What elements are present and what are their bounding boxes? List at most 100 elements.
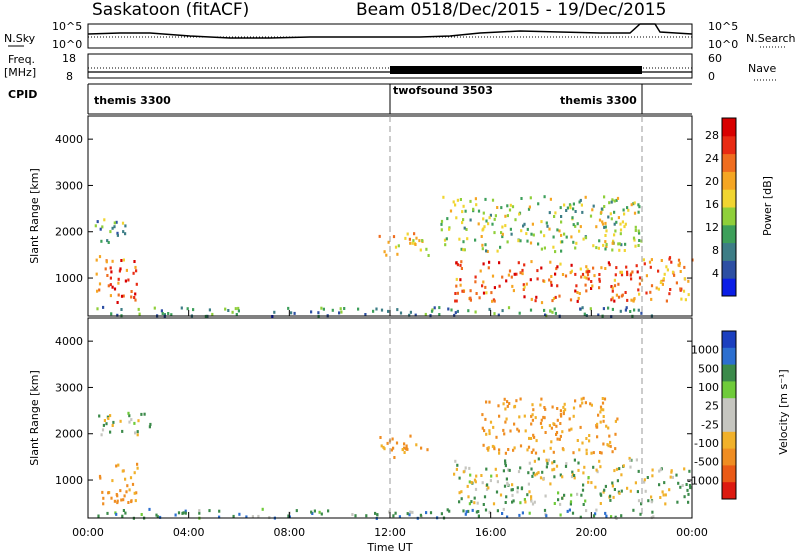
velocity-cell — [513, 404, 517, 408]
cpid-panel: CPID themis 3300 twofsound 3503 themis 3… — [8, 83, 692, 115]
velocity-cell — [544, 494, 547, 498]
power-cell — [482, 217, 485, 221]
velocity-colorbar-swatch — [722, 415, 736, 433]
velocity-cell — [618, 467, 621, 471]
power-cell — [574, 289, 577, 293]
velocity-cell — [198, 509, 201, 513]
power-cell — [625, 265, 628, 269]
velocity-cell — [495, 490, 499, 494]
velocity-cell — [519, 444, 523, 448]
power-cell — [109, 230, 112, 234]
power-cell — [414, 313, 417, 317]
velocity-cell — [446, 508, 449, 512]
velocity-cell — [521, 511, 524, 515]
power-cell — [611, 198, 614, 202]
velocity-cell — [504, 461, 507, 465]
velocity-cell — [488, 432, 491, 436]
power-cell — [100, 239, 103, 243]
velocity-cell — [614, 432, 617, 436]
velocity-cell — [140, 412, 143, 416]
power-cell — [569, 206, 572, 210]
power-cell — [629, 273, 632, 277]
power-cell — [452, 200, 455, 204]
power-cell — [611, 289, 614, 293]
velocity-cell — [581, 401, 584, 405]
power-cell — [545, 221, 548, 225]
power-cell — [526, 239, 529, 243]
power-cell — [619, 222, 622, 226]
velocity-cell — [583, 465, 586, 469]
velocity-cell — [601, 397, 604, 400]
power-cell — [456, 198, 459, 202]
velocity-cell — [606, 443, 609, 447]
power-cell — [610, 217, 613, 221]
velocity-cell — [129, 476, 133, 480]
velocity-cell — [585, 448, 588, 452]
velocity-cell — [531, 474, 534, 478]
velocity-cell — [636, 490, 639, 494]
velocity-cell — [608, 434, 611, 438]
power-cell — [577, 296, 580, 300]
velocity-cell — [559, 409, 562, 413]
velocity-cell — [679, 485, 682, 489]
velocity-cell — [530, 467, 533, 471]
power-cell — [234, 307, 237, 311]
power-cell — [569, 271, 572, 275]
velocity-cell — [595, 425, 598, 429]
power-cell — [517, 239, 520, 243]
velocity-cell — [600, 451, 603, 455]
power-cell — [99, 227, 102, 231]
velocity-cell — [599, 410, 602, 414]
x-tick-label: 16:00 — [475, 526, 507, 539]
velocity-cell — [568, 428, 571, 432]
power-cell — [617, 216, 620, 220]
power-cell — [552, 297, 556, 300]
power-cell — [650, 297, 653, 301]
velocity-cell — [502, 402, 505, 406]
velocity-cell — [492, 425, 495, 429]
power-cell — [474, 238, 477, 242]
velocity-cell — [143, 412, 146, 416]
power-cell — [572, 240, 575, 244]
velocity-cell — [510, 488, 513, 492]
power-cell — [485, 219, 488, 223]
velocity-cell — [688, 484, 692, 487]
power-cell — [638, 282, 641, 286]
power-cell — [122, 294, 125, 298]
velocity-cell — [543, 406, 546, 409]
power-cell — [467, 309, 470, 313]
power-cell — [517, 261, 520, 265]
power-cell — [607, 306, 610, 310]
velocity-cell — [651, 510, 654, 514]
velocity-colorbar-swatch — [722, 381, 736, 399]
velocity-cell — [488, 429, 491, 433]
power-cell — [482, 280, 485, 284]
velocity-cell — [595, 508, 598, 512]
velocity-cell — [401, 448, 404, 451]
power-cell — [458, 237, 461, 241]
power-colorbar-swatch — [722, 153, 736, 172]
velocity-cell — [534, 451, 538, 455]
power-cell — [580, 275, 583, 279]
velocity-cell — [590, 403, 593, 407]
power-cell — [525, 232, 528, 236]
velocity-cell — [686, 488, 689, 492]
velocity-cell — [652, 515, 655, 519]
power-cell — [504, 214, 507, 218]
velocity-cell — [496, 480, 499, 484]
velocity-cell — [198, 511, 201, 515]
velocity-cell — [629, 489, 632, 493]
power-cell — [604, 240, 607, 244]
power-cell — [444, 243, 447, 247]
power-cell — [591, 284, 594, 288]
power-cell — [607, 261, 610, 265]
velocity-cell — [474, 480, 477, 484]
power-colorbar-tick: 28 — [705, 129, 719, 142]
power-cell — [539, 230, 543, 234]
power-cell — [584, 236, 588, 240]
velocity-cell — [659, 496, 662, 499]
power-cell — [96, 289, 99, 293]
power-cell — [440, 228, 443, 232]
cpid-segment-3: themis 3300 — [560, 94, 637, 107]
velocity-cell — [552, 450, 555, 454]
